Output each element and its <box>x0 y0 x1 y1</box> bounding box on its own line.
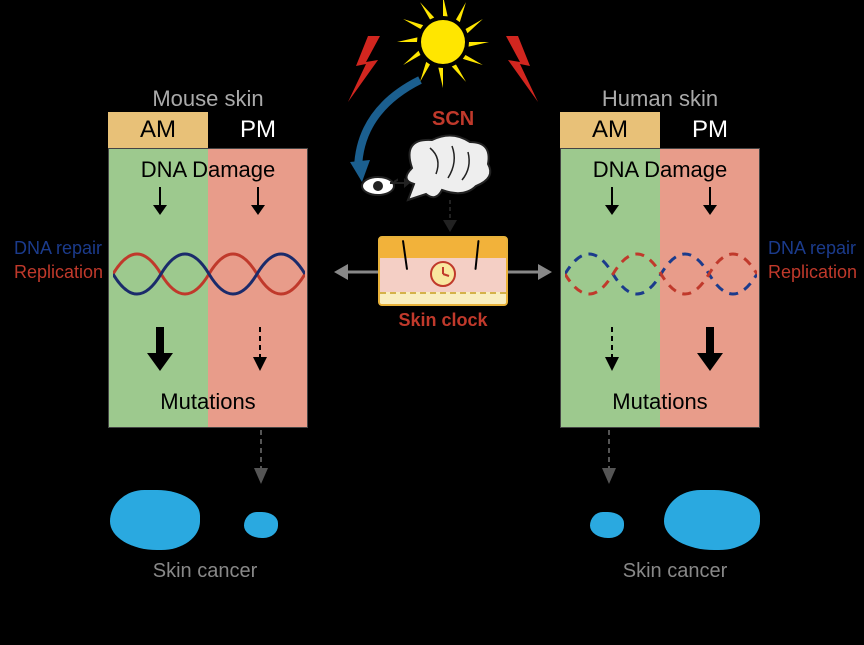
skin-clock-box <box>378 236 508 306</box>
human-panel-title: Human skin <box>560 86 760 112</box>
am-header: AM <box>108 112 208 148</box>
skin-to-left-arrow <box>334 260 378 284</box>
mouse-wave <box>113 229 305 319</box>
brain-icon <box>392 128 502 208</box>
thick-arrow-icon <box>138 430 174 486</box>
clock-icon <box>430 261 456 287</box>
tumor-small-icon <box>590 512 624 538</box>
lightning-right-icon <box>500 36 540 106</box>
pm-header: PM <box>660 112 760 148</box>
eye-brain-link <box>390 176 410 190</box>
dna-damage-label: DNA Damage <box>561 157 759 183</box>
human-panel-body: DNA Damage Mutations <box>560 148 760 428</box>
thick-arrow-icon <box>694 430 730 486</box>
skin-cancer-label: Skin cancer <box>600 560 750 583</box>
dashed-arrow-icon <box>600 430 618 486</box>
am-header: AM <box>560 112 660 148</box>
pm-header: PM <box>208 112 308 148</box>
dna-repair-label: DNA repair <box>768 238 856 259</box>
down-arrow-icon <box>151 187 169 215</box>
human-panel: Human skin AM PM DNA Damage Mutations <box>560 86 760 428</box>
down-arrow-icon <box>701 187 719 215</box>
mouse-panel-body: DNA Damage Mutations <box>108 148 308 428</box>
brain-to-skin-arrow <box>440 200 460 234</box>
tumor-small-icon <box>244 512 278 538</box>
thick-arrow-icon <box>695 327 725 373</box>
mouse-panel: Mouse skin AM PM DNA Damage Mutations <box>108 86 308 428</box>
thick-arrow-icon <box>145 327 175 373</box>
replication-label: Replication <box>768 262 857 283</box>
down-arrow-icon <box>603 187 621 215</box>
dna-damage-label: DNA Damage <box>109 157 307 183</box>
skin-clock-label: Skin clock <box>378 310 508 331</box>
mutations-label: Mutations <box>109 389 307 415</box>
dashed-arrow-icon <box>603 327 621 373</box>
replication-label: Replication <box>14 262 103 283</box>
tumor-large-icon <box>664 490 760 550</box>
dna-repair-label: DNA repair <box>14 238 102 259</box>
skin-cancer-label: Skin cancer <box>130 560 280 583</box>
skin-to-right-arrow <box>508 260 552 284</box>
mutations-label: Mutations <box>561 389 759 415</box>
down-arrow-icon <box>249 187 267 215</box>
human-wave <box>565 229 757 319</box>
dashed-arrow-icon <box>251 327 269 373</box>
tumor-large-icon <box>110 490 200 550</box>
mouse-panel-title: Mouse skin <box>108 86 308 112</box>
dashed-arrow-icon <box>252 430 270 486</box>
